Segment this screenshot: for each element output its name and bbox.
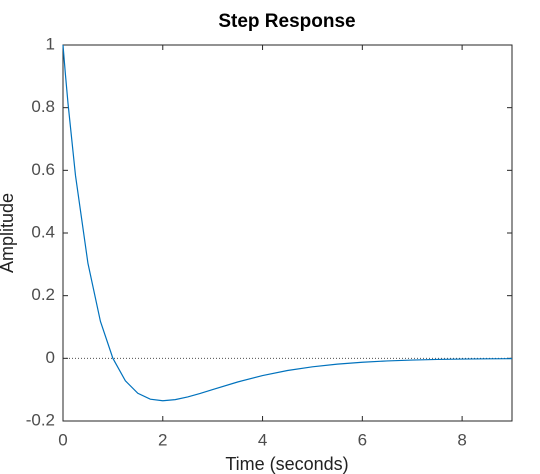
x-axis-label: Time (seconds) [225,454,348,474]
y-tick-label: 1 [46,34,55,53]
x-tick-label: 8 [457,430,466,449]
y-tick-label: 0 [46,348,55,367]
x-tick-label: 4 [258,430,267,449]
x-tick-label: 0 [58,430,67,449]
y-tick-label: 0.6 [31,160,55,179]
y-axis-label: Amplitude [0,193,17,273]
y-tick-label: 0.2 [31,285,55,304]
chart-title: Step Response [218,11,355,32]
step-response-line [62,44,513,402]
y-tick-label: 0.8 [31,97,55,116]
axes-box [62,44,513,422]
x-tick-label: 6 [358,430,367,449]
x-tick-label: 2 [158,430,167,449]
y-tick-label: -0.2 [26,410,55,429]
y-tick-label: 0.4 [31,222,55,241]
